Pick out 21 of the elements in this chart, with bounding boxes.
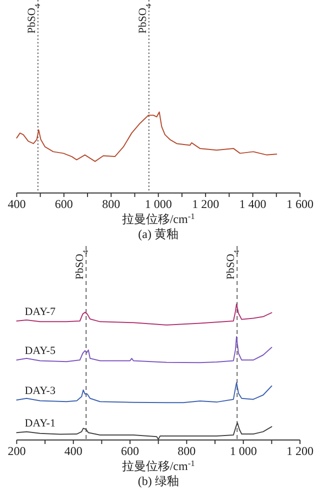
x-tick-label: 800 <box>178 444 196 458</box>
x-tick-label: 1 000 <box>144 197 172 211</box>
x-tick-label: 600 <box>121 444 140 458</box>
text: (b) 绿釉 <box>138 474 179 488</box>
x-tick-label: 1 200 <box>286 444 314 458</box>
text: (a) 黄釉 <box>138 227 179 241</box>
series-label: DAY-5 <box>24 345 56 358</box>
series-label: DAY-1 <box>24 418 56 430</box>
x-axis-title: 拉曼位移/cm$^{-1}$ <box>122 212 195 226</box>
series-label: DAY-3 <box>24 385 56 398</box>
x-tick-label: 1 000 <box>230 444 257 458</box>
series-label: DAY-7 <box>24 306 56 318</box>
x-tick-label: 200 <box>8 444 26 458</box>
x-tick-label: 1 400 <box>239 197 266 211</box>
x-tick-label: 1 200 <box>192 197 220 211</box>
x-tick-label: 400 <box>64 444 82 458</box>
x-tick-label: 400 <box>8 197 26 211</box>
x-tick-label: 1 600 <box>286 197 314 211</box>
x-tick-label: 600 <box>54 197 73 211</box>
x-axis-title: 拉曼位移/cm$^{-1}$ <box>122 458 195 473</box>
x-tick-label: 800 <box>102 197 120 211</box>
